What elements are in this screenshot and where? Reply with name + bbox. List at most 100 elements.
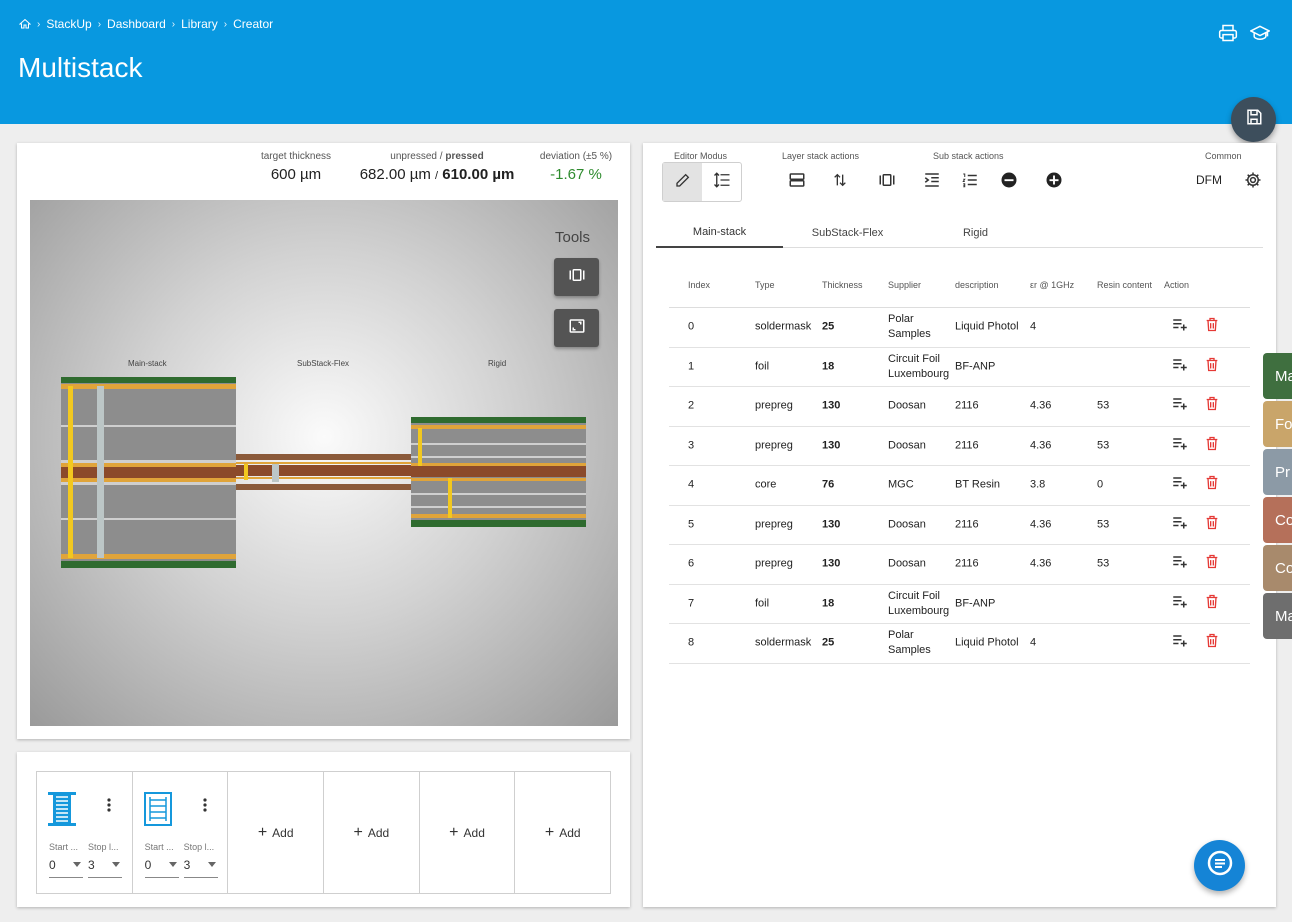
- split-layers-button[interactable]: [786, 171, 808, 193]
- school-icon[interactable]: [1249, 23, 1271, 43]
- delete-icon[interactable]: [1204, 396, 1220, 417]
- rigid-stack-drawing: [411, 417, 586, 527]
- home-icon[interactable]: [19, 18, 31, 30]
- side-material-tab[interactable]: Fo: [1263, 401, 1292, 447]
- table-row[interactable]: 7 foil 18 Circuit Foil Luxembourg BF-ANP: [669, 585, 1250, 624]
- delete-icon[interactable]: [1204, 435, 1220, 456]
- tab-main-stack[interactable]: Main-stack: [656, 218, 783, 248]
- start-layer-select[interactable]: 0: [144, 858, 179, 878]
- add-substack-button[interactable]: + Add: [228, 772, 325, 893]
- table-row[interactable]: 5 prepreg 130 Doosan 2116 4.36 53: [669, 506, 1250, 545]
- layer-actions-label: Layer stack actions: [782, 151, 860, 161]
- start-layer-select[interactable]: 0: [49, 858, 83, 878]
- breadcrumb-creator[interactable]: Creator: [233, 17, 274, 31]
- delete-icon[interactable]: [1204, 633, 1220, 654]
- delete-icon[interactable]: [1204, 514, 1220, 535]
- cell-supplier: Doosan: [888, 518, 926, 531]
- side-material-tab[interactable]: Ma: [1263, 353, 1292, 399]
- tab-rigid[interactable]: Rigid: [962, 227, 989, 239]
- playlist-add-icon[interactable]: [1171, 632, 1189, 655]
- playlist-add-icon[interactable]: [1171, 474, 1189, 497]
- dfm-button[interactable]: DFM: [1196, 173, 1222, 187]
- fit-screen-tool-button[interactable]: [554, 309, 599, 347]
- cell-index: 8: [688, 636, 695, 649]
- main-stack-drawing: [61, 377, 236, 568]
- delete-icon[interactable]: [1204, 356, 1220, 377]
- cell-description: 2116: [955, 399, 979, 412]
- add-substack-button[interactable]: + Add: [420, 772, 516, 893]
- breadcrumb-library[interactable]: Library: [181, 17, 218, 31]
- chat-button[interactable]: [1194, 840, 1245, 891]
- delete-icon[interactable]: [1204, 475, 1220, 496]
- chevron-right-icon: ›: [97, 18, 102, 30]
- cell-supplier: Polar Samples: [888, 629, 931, 657]
- table-row[interactable]: 8 soldermask 25 Polar Samples Liquid Photol 4: [669, 624, 1250, 664]
- stop-layer-select[interactable]: 3: [183, 858, 218, 878]
- stop-layer-label: Stop l...: [88, 842, 119, 852]
- table-row[interactable]: 4 core 76 MGC BT Resin 3.8 0: [669, 466, 1250, 506]
- sub-actions-label: Sub stack actions: [933, 151, 1004, 161]
- table-row[interactable]: 1 foil 18 Circuit Foil Luxembourg BF-ANP: [669, 348, 1250, 387]
- add-circle-icon: [1045, 171, 1063, 194]
- breadcrumb-dashboard[interactable]: Dashboard: [107, 17, 166, 31]
- substack-item[interactable]: Start ... Stop l... 0 3: [133, 772, 229, 893]
- indent-substack-button[interactable]: [921, 171, 943, 193]
- stop-layer-select[interactable]: 3: [88, 858, 122, 878]
- cell-type: core: [755, 478, 777, 491]
- stack-preview-card: target thickness 600 µm unpressed / pres…: [17, 143, 630, 739]
- edit-mode-button[interactable]: [663, 163, 702, 201]
- cell-description: BF-ANP: [955, 597, 996, 610]
- more-vert-icon[interactable]: [107, 798, 111, 817]
- table-row[interactable]: 0 soldermask 25 Polar Samples Liquid Photol 4: [669, 308, 1250, 348]
- playlist-add-icon[interactable]: [1171, 513, 1189, 536]
- table-row[interactable]: 2 prepreg 130 Doosan 2116 4.36 53: [669, 387, 1250, 427]
- substack-item[interactable]: Start ... Stop l... 0 3: [37, 772, 133, 893]
- header-description: description: [955, 280, 999, 290]
- settings-button[interactable]: [1242, 171, 1264, 193]
- playlist-add-icon[interactable]: [1171, 592, 1189, 615]
- cell-permittivity: 4.36: [1030, 439, 1052, 452]
- thickness-mode-button[interactable]: [702, 163, 741, 201]
- cell-thickness: 130: [822, 399, 841, 412]
- swap-vert-icon: [832, 172, 848, 193]
- header-permittivity: εr @ 1GHz: [1030, 280, 1075, 290]
- remove-substack-button[interactable]: [998, 171, 1020, 193]
- print-icon[interactable]: [1218, 23, 1238, 43]
- cell-index: 0: [688, 320, 695, 333]
- cell-permittivity: 4.36: [1030, 399, 1052, 412]
- playlist-add-icon[interactable]: [1171, 434, 1189, 457]
- table-row[interactable]: 6 prepreg 130 Doosan 2116 4.36 53: [669, 545, 1250, 585]
- delete-icon[interactable]: [1204, 554, 1220, 575]
- playlist-add-icon[interactable]: [1171, 553, 1189, 576]
- playlist-add-icon[interactable]: [1171, 316, 1189, 339]
- playlist-add-icon[interactable]: [1171, 395, 1189, 418]
- header-thickness: Thickness: [822, 280, 863, 290]
- side-material-tab[interactable]: Ma: [1263, 593, 1292, 639]
- table-row[interactable]: 3 prepreg 130 Doosan 2116 4.36 53: [669, 427, 1250, 466]
- delete-icon[interactable]: [1204, 317, 1220, 338]
- table-header: Index Type Thickness Supplier descriptio…: [669, 273, 1250, 308]
- pressed-value: 610.00 µm: [442, 166, 515, 183]
- more-vert-icon[interactable]: [203, 798, 207, 817]
- cell-thickness: 130: [822, 518, 841, 531]
- tab-substack-flex[interactable]: SubStack-Flex: [811, 227, 884, 239]
- compress-stack-button[interactable]: [876, 171, 898, 193]
- stop-layer-label: Stop l...: [183, 842, 215, 852]
- compress-tool-button[interactable]: [554, 258, 599, 296]
- add-substack-button[interactable]: + Add: [544, 823, 581, 841]
- delete-icon[interactable]: [1204, 593, 1220, 614]
- plus-icon: +: [353, 823, 363, 841]
- swap-layers-button[interactable]: [829, 171, 851, 193]
- list-substack-button[interactable]: [959, 171, 981, 193]
- breadcrumb-stackup[interactable]: StackUp: [46, 17, 92, 31]
- save-button[interactable]: [1231, 97, 1276, 142]
- side-material-tab[interactable]: Pr: [1263, 449, 1292, 495]
- side-material-tab[interactable]: Co: [1263, 497, 1292, 543]
- stack-canvas[interactable]: Tools Main-stack SubStack-Flex Rigid: [30, 200, 618, 726]
- add-substack-toolbar-button[interactable]: [1043, 171, 1065, 193]
- playlist-add-icon[interactable]: [1171, 355, 1189, 378]
- cell-type: prepreg: [755, 557, 793, 570]
- side-material-tab[interactable]: Co: [1263, 545, 1292, 591]
- add-substack-button[interactable]: + Add: [324, 772, 420, 893]
- header-resin-content: Resin content: [1097, 280, 1153, 290]
